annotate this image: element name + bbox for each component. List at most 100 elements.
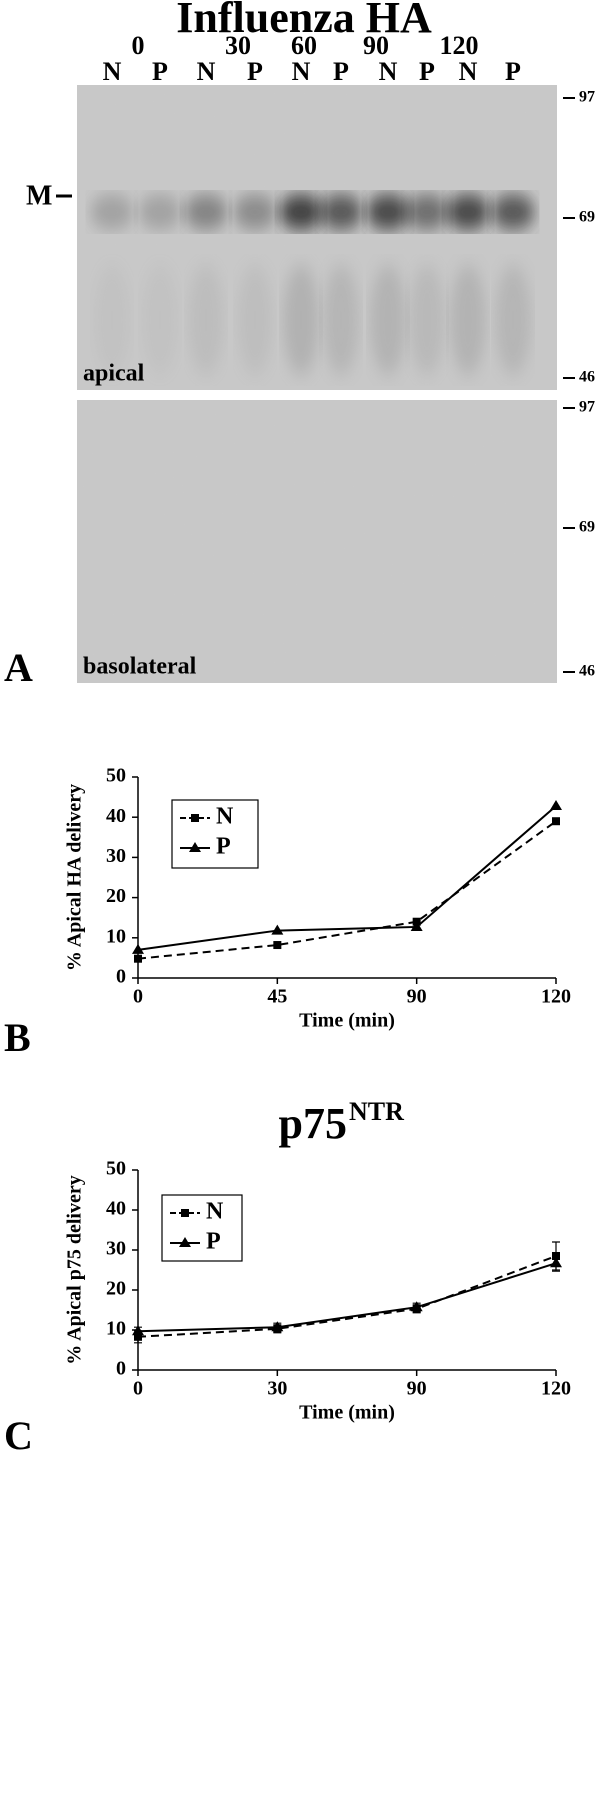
- gel-band: [90, 194, 134, 230]
- data-point: [132, 1325, 144, 1336]
- gel-smear: [323, 265, 359, 375]
- gel-smear: [495, 265, 531, 375]
- x-tick-label: 120: [541, 1378, 571, 1400]
- gel-smear: [237, 265, 273, 375]
- lane-label: P: [152, 57, 168, 86]
- gel-band: [319, 194, 363, 230]
- gel-smear: [142, 265, 178, 375]
- lane-label: N: [379, 57, 398, 86]
- gel-band: [233, 194, 277, 230]
- lane-label: N: [103, 57, 122, 86]
- gel-band: [446, 194, 490, 230]
- x-tick-label: 30: [267, 1378, 287, 1400]
- apical-label: apical: [83, 361, 145, 387]
- data-point: [134, 954, 142, 963]
- x-tick-label: 90: [407, 1378, 427, 1400]
- legend-label: P: [206, 1229, 221, 1255]
- marker-label: 97: [579, 89, 595, 106]
- y-tick-label: 20: [106, 1278, 126, 1300]
- gel-smear: [94, 265, 130, 375]
- chart-title: p75: [279, 1099, 347, 1148]
- legend-box: [171, 799, 259, 869]
- data-point: [550, 799, 562, 810]
- gel-smear: [283, 265, 319, 375]
- gel-band: [405, 194, 449, 230]
- lane-label: N: [292, 57, 311, 86]
- series-line: [137, 1255, 557, 1338]
- gel-smear: [370, 265, 406, 375]
- y-tick-label: 30: [106, 845, 126, 867]
- legend-marker: [179, 1237, 191, 1247]
- y-tick-label: 40: [106, 805, 126, 827]
- legend-marker: [181, 1209, 189, 1217]
- y-axis-label: % Apical HA delivery: [64, 784, 86, 971]
- legend-label: P: [216, 834, 231, 860]
- marker-label: 69: [579, 209, 595, 226]
- series-line: [137, 1262, 557, 1333]
- marker-label: 97: [579, 399, 595, 416]
- data-point: [550, 1257, 562, 1268]
- x-tick-label: 0: [133, 986, 143, 1008]
- marker-label-m: M: [26, 180, 52, 211]
- y-tick-label: 50: [106, 765, 126, 787]
- data-point: [273, 941, 282, 950]
- marker-label: 46: [579, 663, 595, 680]
- panel-label: B: [4, 1015, 31, 1060]
- time-label: 30: [225, 31, 251, 60]
- legend-label: N: [216, 804, 234, 830]
- y-tick-label: 40: [106, 1198, 126, 1220]
- gel-band: [366, 194, 410, 230]
- x-tick-label: 45: [267, 986, 287, 1008]
- x-axis-label: Time (min): [299, 1402, 395, 1424]
- y-tick-label: 0: [116, 1358, 126, 1380]
- x-tick-label: 120: [541, 986, 571, 1008]
- lane-label: P: [505, 57, 521, 86]
- gel-smear: [188, 265, 224, 375]
- y-tick-label: 10: [106, 1318, 126, 1340]
- y-tick-label: 10: [106, 925, 126, 947]
- gel-noise: [77, 400, 557, 683]
- gel-smear: [409, 265, 445, 375]
- panel-label: C: [4, 1413, 33, 1458]
- data-point: [410, 920, 423, 931]
- x-tick-label: 0: [133, 1378, 143, 1400]
- lane-label: N: [459, 57, 478, 86]
- marker-label: 46: [579, 369, 595, 386]
- data-point: [132, 943, 144, 954]
- series-line: [137, 820, 557, 960]
- time-label: 0: [132, 31, 145, 60]
- time-label: 120: [440, 31, 479, 60]
- y-axis-label: % Apical p75 delivery: [64, 1175, 86, 1364]
- lane-label: N: [197, 57, 216, 86]
- data-point: [410, 1301, 423, 1312]
- x-tick-label: 90: [407, 986, 427, 1008]
- gel-smear: [450, 265, 486, 375]
- lane-label: P: [333, 57, 349, 86]
- gel-band: [491, 194, 535, 230]
- legend-label: N: [206, 1199, 224, 1225]
- y-tick-label: 0: [116, 966, 126, 988]
- gel-title: Influenza HA: [176, 0, 432, 42]
- gel-band: [279, 194, 323, 230]
- basolateral-label: basolateral: [83, 654, 197, 680]
- gel-band: [184, 194, 228, 230]
- lane-label: P: [419, 57, 435, 86]
- panel-label: A: [4, 645, 33, 690]
- time-label: 60: [291, 31, 317, 60]
- legend-marker: [191, 814, 199, 822]
- data-point: [552, 817, 560, 826]
- gel-band: [138, 194, 182, 230]
- legend-box: [161, 1194, 243, 1262]
- y-tick-label: 20: [106, 885, 126, 907]
- y-tick-label: 30: [106, 1238, 126, 1260]
- marker-label: 69: [579, 519, 595, 536]
- data-point: [271, 1321, 284, 1332]
- data-point: [271, 924, 284, 935]
- time-label: 90: [363, 31, 389, 60]
- y-tick-label: 50: [106, 1158, 126, 1180]
- series-line: [137, 805, 557, 951]
- chart-title-superscript: NTR: [349, 1097, 404, 1126]
- legend-marker: [189, 842, 201, 852]
